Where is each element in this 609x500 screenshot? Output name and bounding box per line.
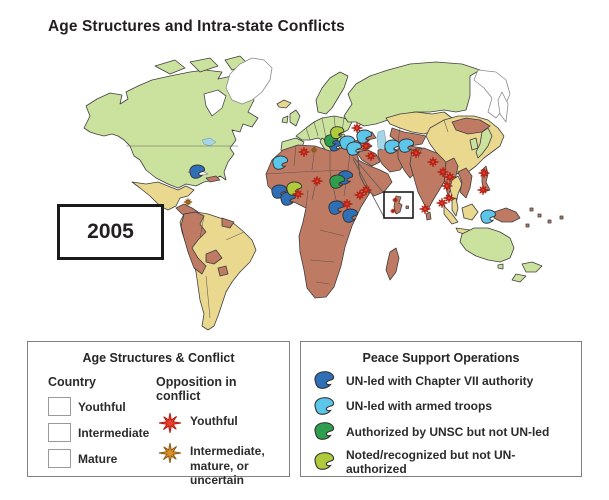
region-central-asia (389, 127, 427, 147)
legend-item-intermediate: Intermediate (48, 423, 156, 442)
country-borders (126, 115, 449, 319)
region-indochina (457, 167, 473, 199)
opposition-marker-opp_youthful (478, 167, 490, 179)
region-russia (343, 61, 481, 127)
page-title: Age Structures and Intra-state Conflicts (48, 18, 345, 35)
blue-blob-icon (314, 371, 335, 389)
region-hispaniola (205, 175, 221, 183)
legend-peace-support: Peace Support Operations UN-led with Cha… (300, 341, 582, 477)
region-scandinavia (315, 71, 349, 115)
legend-item-pso-noted: Noted/recognized but not UN-authorized (311, 448, 573, 476)
region-sumatra (443, 205, 459, 225)
legend-item-youthful: Youthful (48, 397, 156, 416)
red-star-icon (158, 412, 182, 434)
region-syria-iraq (355, 149, 381, 167)
region-british-isles (281, 109, 301, 127)
pso-marker-pso_troops (356, 129, 373, 144)
region-new-guinea (493, 207, 521, 223)
region-malay-peninsula (451, 197, 459, 217)
region-hudson-bay (203, 89, 227, 117)
legend-item-mature: Mature (48, 449, 156, 468)
region-mexico (131, 181, 195, 211)
legend-item-opp-youthful: Youthful (156, 411, 279, 437)
region-madagascar (385, 247, 400, 281)
region-guyanas (221, 217, 235, 229)
youthful-swatch (48, 397, 71, 416)
mature-swatch (48, 449, 71, 468)
legend-country-column: Country Youthful Intermediate Mature (48, 369, 156, 492)
green-blob-icon (314, 422, 335, 440)
legend-item-pso-ch7: UN-led with Chapter VII authority (311, 371, 573, 390)
cyan-blob-icon (314, 396, 335, 415)
region-caspian-sea (376, 129, 387, 151)
region-new-zealand (511, 261, 543, 283)
legend-age-structures: Age Structures & Conflict Country Youthf… (27, 341, 290, 487)
legend-item-pso-troops: UN-led with armed troops (311, 396, 573, 416)
inset-small-area (405, 205, 409, 209)
region-andean-countries (180, 211, 207, 275)
country-header: Country (48, 375, 96, 389)
region-iceland (276, 99, 292, 109)
legend-opposition-column: Opposition in conflict Youthful Intermed… (156, 369, 279, 492)
region-japan (475, 127, 493, 159)
world-map (83, 55, 564, 331)
pso-marker-pso_ch7 (342, 208, 359, 223)
yellowgreen-blob-icon (314, 452, 335, 470)
region-arctic-islands (154, 55, 249, 75)
opposition-header: Opposition in conflict (156, 375, 237, 403)
world-map-svg (83, 55, 564, 331)
orange-star-icon (158, 442, 182, 464)
region-australia (459, 227, 515, 263)
intermediate-swatch (48, 423, 71, 442)
region-kamchatka (497, 91, 509, 123)
legend-age-title: Age Structures & Conflict (82, 351, 235, 365)
region-sri-lanka (425, 211, 432, 221)
pso-marker-pso_troops (480, 209, 497, 224)
map-regions (83, 55, 564, 331)
legend-pso-title: Peace Support Operations (362, 351, 520, 365)
year-box: 2005 (57, 204, 164, 260)
legend-item-opp-other: Intermediate, mature, or uncertain (156, 441, 279, 488)
region-thailand (449, 175, 463, 205)
legend-item-pso-unsc: Authorized by UNSC but not UN-led (311, 422, 573, 441)
opposition-marker-opp_youthful (436, 197, 448, 209)
region-borneo (461, 203, 479, 221)
region-pacific-islands (525, 207, 564, 228)
inset-box (383, 191, 414, 219)
year-label: 2005 (87, 220, 134, 243)
region-bolivia-paraguay (205, 249, 229, 277)
region-tasmania (497, 263, 504, 270)
region-great-lakes (201, 137, 217, 147)
region-greenland (225, 57, 273, 105)
